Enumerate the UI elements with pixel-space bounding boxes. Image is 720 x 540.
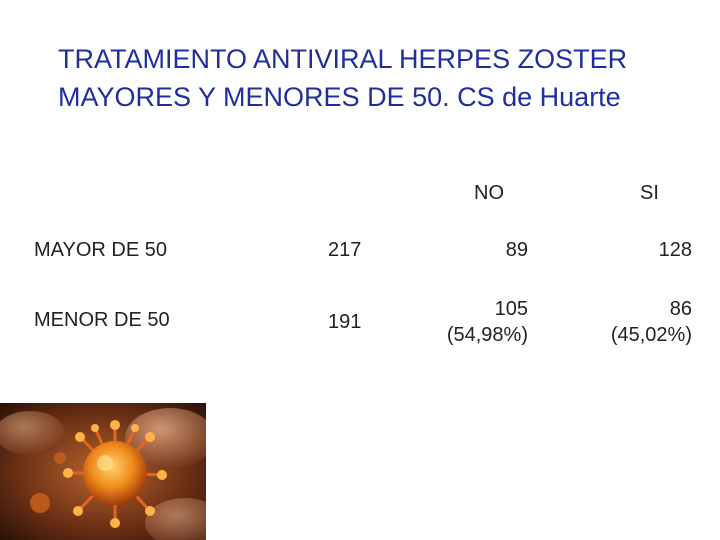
title-line-1: TRATAMIENTO ANTIVIRAL HERPES ZOSTER: [58, 44, 628, 74]
virus-image: [0, 403, 206, 540]
row-1-no: 89: [505, 239, 528, 261]
slide-title: TRATAMIENTO ANTIVIRAL HERPES ZOSTER MAYO…: [58, 40, 698, 116]
row-1-si: 128: [658, 239, 692, 261]
row-2-si-value: 86: [669, 298, 692, 320]
row-2-label: MENOR DE 50: [34, 309, 170, 331]
virus-illustration: [0, 403, 206, 540]
row-1-total: 217: [328, 239, 362, 261]
row-1-label: MAYOR DE 50: [34, 239, 167, 261]
row-2-si-percent: (45,02%): [610, 324, 692, 346]
row-2-si: 86 (45,02%): [564, 296, 692, 348]
header-si: SI: [640, 182, 659, 204]
row-2-total: 191: [328, 311, 362, 333]
title-line-2: MAYORES Y MENORES DE 50. CS de Huarte: [58, 82, 621, 112]
row-2-no-value: 105: [494, 298, 528, 320]
header-no: NO: [474, 182, 504, 204]
row-2-no-percent: (54,98%): [446, 324, 528, 346]
row-2-no: 105 (54,98%): [400, 296, 528, 348]
